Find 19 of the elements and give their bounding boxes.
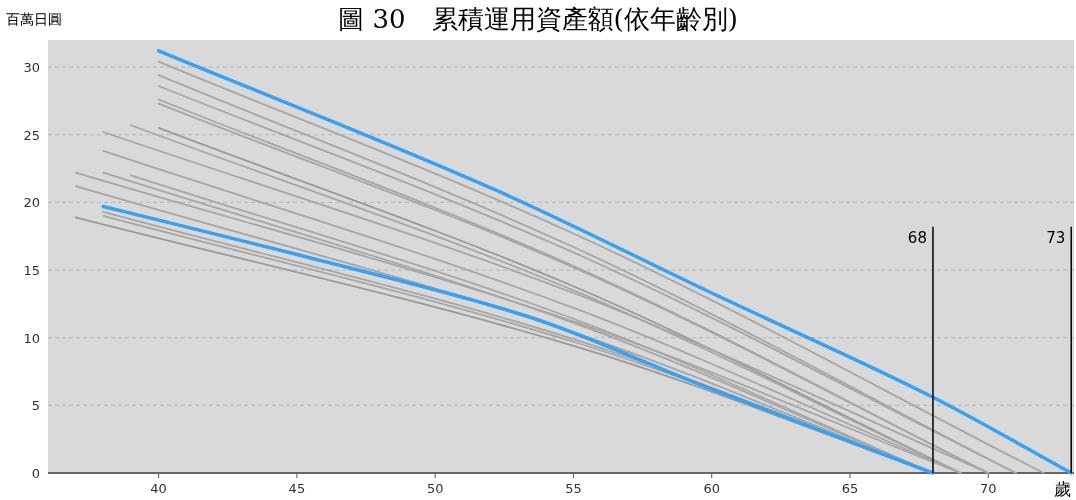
x-tick-label: 45 <box>288 481 306 496</box>
x-axis-title: 歲 <box>1053 479 1071 499</box>
y-axis-title: 百萬日圓 <box>6 11 62 27</box>
x-tick-label: 70 <box>980 481 997 496</box>
y-tick-label: 10 <box>23 330 40 346</box>
x-tick-label: 50 <box>426 481 444 496</box>
x-tick-label: 60 <box>703 481 720 496</box>
x-tick-label: 65 <box>841 481 859 496</box>
ref-line-label: 73 <box>1046 228 1066 247</box>
chart-title: 圖 30 累積運用資產額(依年齡別) <box>338 4 738 34</box>
y-tick-label: 20 <box>23 195 40 211</box>
ref-line-label: 68 <box>907 228 927 247</box>
y-tick-label: 30 <box>23 60 40 76</box>
y-tick-label: 0 <box>31 466 40 481</box>
y-tick-label: 15 <box>23 263 40 279</box>
x-tick-label: 55 <box>565 481 582 496</box>
x-tick-label: 40 <box>150 481 167 496</box>
y-tick-label: 25 <box>23 127 40 143</box>
y-tick-label: 5 <box>31 398 40 414</box>
